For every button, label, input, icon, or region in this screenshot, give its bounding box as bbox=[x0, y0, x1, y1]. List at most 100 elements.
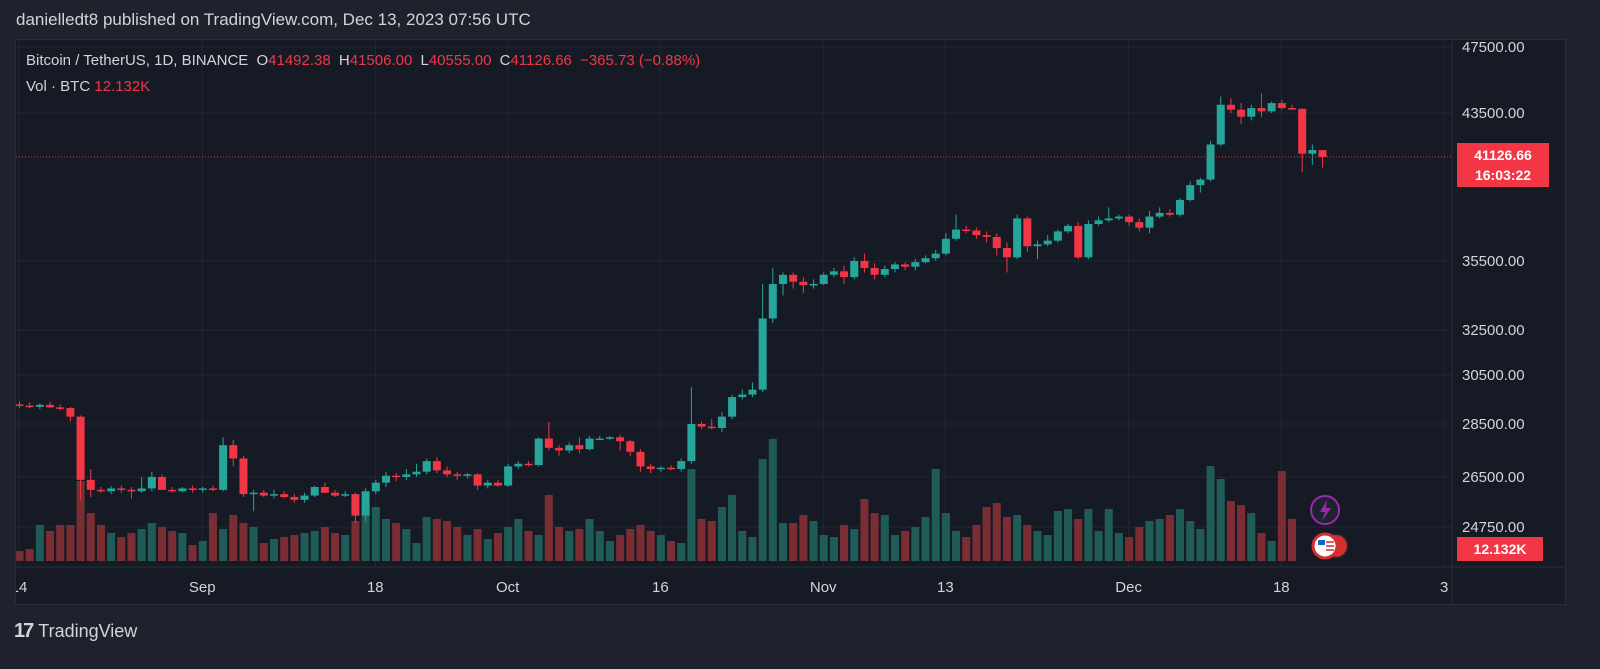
candle-body bbox=[1318, 150, 1327, 157]
y-tick-label: 47500.00 bbox=[1462, 40, 1525, 56]
candle-body bbox=[758, 318, 767, 390]
volume-bar bbox=[870, 513, 879, 561]
high-label: H bbox=[338, 52, 350, 69]
volume-bar bbox=[66, 525, 75, 561]
candle-body bbox=[1145, 216, 1154, 228]
candle-body bbox=[1084, 224, 1093, 258]
volume-bar bbox=[422, 517, 431, 561]
volume-bar bbox=[585, 519, 594, 561]
volume-bar bbox=[1247, 513, 1256, 561]
volume-bar bbox=[952, 531, 961, 561]
volume-bar bbox=[1155, 519, 1164, 561]
candle-body bbox=[412, 471, 421, 475]
volume-bar bbox=[1013, 515, 1022, 561]
close-value: 41126.66 bbox=[510, 52, 572, 69]
tradingview-logo-icon: 17 bbox=[14, 620, 34, 642]
volume-bar bbox=[35, 525, 44, 561]
chart-pane[interactable]: 47500.00 43500.00 35500.00 32500.00 30500.00… bbox=[15, 39, 1566, 605]
candle-body bbox=[35, 404, 44, 407]
candle-body bbox=[840, 271, 849, 278]
volume-bar bbox=[829, 537, 838, 561]
volume-label[interactable]: Vol · BTC bbox=[26, 78, 91, 95]
volume-bar bbox=[1288, 519, 1296, 561]
candle-body bbox=[1226, 104, 1235, 110]
candle-body bbox=[1206, 144, 1215, 180]
y-tick-label: 35500.00 bbox=[1462, 253, 1525, 270]
candle-body bbox=[728, 397, 737, 417]
volume-bar bbox=[646, 531, 655, 561]
candle-body bbox=[555, 447, 564, 451]
volume-bar bbox=[799, 515, 808, 561]
candle-body bbox=[1013, 218, 1022, 258]
volume-bar bbox=[412, 543, 421, 561]
volume-bar bbox=[626, 529, 635, 561]
candlestick-chart[interactable]: 47500.00 43500.00 35500.00 32500.00 30500.00… bbox=[16, 40, 1565, 604]
volume-bar bbox=[1206, 466, 1215, 561]
volume-bar bbox=[636, 525, 645, 561]
candle-body bbox=[117, 488, 126, 490]
candle-body bbox=[829, 271, 838, 275]
volume-bar bbox=[198, 541, 207, 561]
volume-bar bbox=[453, 527, 462, 561]
volume-bar bbox=[738, 531, 747, 561]
volume-bar bbox=[25, 549, 34, 561]
y-tick-label: 30500.00 bbox=[1462, 367, 1525, 384]
volume-bar bbox=[137, 529, 146, 561]
candle-body bbox=[1125, 216, 1134, 223]
volume-bar bbox=[931, 469, 940, 561]
y-tick-label: 32500.00 bbox=[1462, 322, 1525, 339]
volume-bar bbox=[96, 525, 105, 561]
volume-bar bbox=[514, 519, 523, 561]
volume-bar bbox=[1074, 519, 1083, 561]
symbol-label[interactable]: Bitcoin / TetherUS, 1D, BINANCE bbox=[26, 52, 249, 69]
ohlc-legend: Bitcoin / TetherUS, 1D, BINANCE O41492.3… bbox=[26, 52, 704, 69]
candle-body bbox=[453, 474, 462, 476]
volume-bar bbox=[473, 529, 482, 561]
candle-body bbox=[1104, 218, 1113, 221]
volume-bar bbox=[1043, 535, 1052, 561]
volume-bar bbox=[392, 523, 401, 561]
volume-bar bbox=[697, 519, 706, 561]
candle-body bbox=[147, 477, 156, 489]
volume-bar bbox=[1135, 527, 1144, 561]
candle-body bbox=[259, 492, 268, 496]
candle-body bbox=[443, 470, 452, 475]
candle-body bbox=[1053, 231, 1062, 241]
candle-body bbox=[1298, 108, 1307, 154]
candle-body bbox=[219, 445, 228, 490]
volume-bar bbox=[280, 537, 289, 561]
candle-body bbox=[626, 441, 635, 452]
candle-body bbox=[697, 424, 706, 427]
x-tick-label: 3 bbox=[1440, 579, 1448, 596]
candle-body bbox=[616, 437, 625, 442]
candle-body bbox=[748, 389, 757, 395]
volume-bar bbox=[605, 541, 614, 561]
candle-body bbox=[280, 494, 289, 497]
volume-bar bbox=[361, 511, 370, 561]
candle-body bbox=[1023, 218, 1032, 247]
x-tick-label: Sep bbox=[189, 579, 216, 596]
candle-body bbox=[544, 438, 553, 448]
candle-body bbox=[1277, 103, 1286, 109]
volume-bar bbox=[901, 531, 910, 561]
volume-bar bbox=[1002, 517, 1011, 561]
volume-bar bbox=[178, 533, 187, 561]
volume-bar bbox=[341, 535, 350, 561]
volume-bar bbox=[962, 537, 971, 561]
candle-body bbox=[738, 394, 747, 398]
change-value: −365.73 (−0.88%) bbox=[580, 52, 701, 69]
low-value: 40555.00 bbox=[428, 52, 492, 69]
candle-body bbox=[188, 488, 197, 490]
candle-body bbox=[992, 236, 1001, 249]
candle-body bbox=[524, 463, 533, 466]
candle-body bbox=[901, 264, 910, 267]
volume-bar bbox=[504, 527, 513, 561]
volume-bar bbox=[483, 539, 492, 561]
volume-bar bbox=[575, 529, 584, 561]
candle-body bbox=[677, 461, 686, 470]
y-tick-label: 26500.00 bbox=[1462, 469, 1525, 486]
volume-bar bbox=[331, 533, 340, 561]
y-tick-label: 43500.00 bbox=[1462, 105, 1525, 122]
candle-body bbox=[656, 467, 665, 470]
candle-body bbox=[239, 458, 248, 495]
